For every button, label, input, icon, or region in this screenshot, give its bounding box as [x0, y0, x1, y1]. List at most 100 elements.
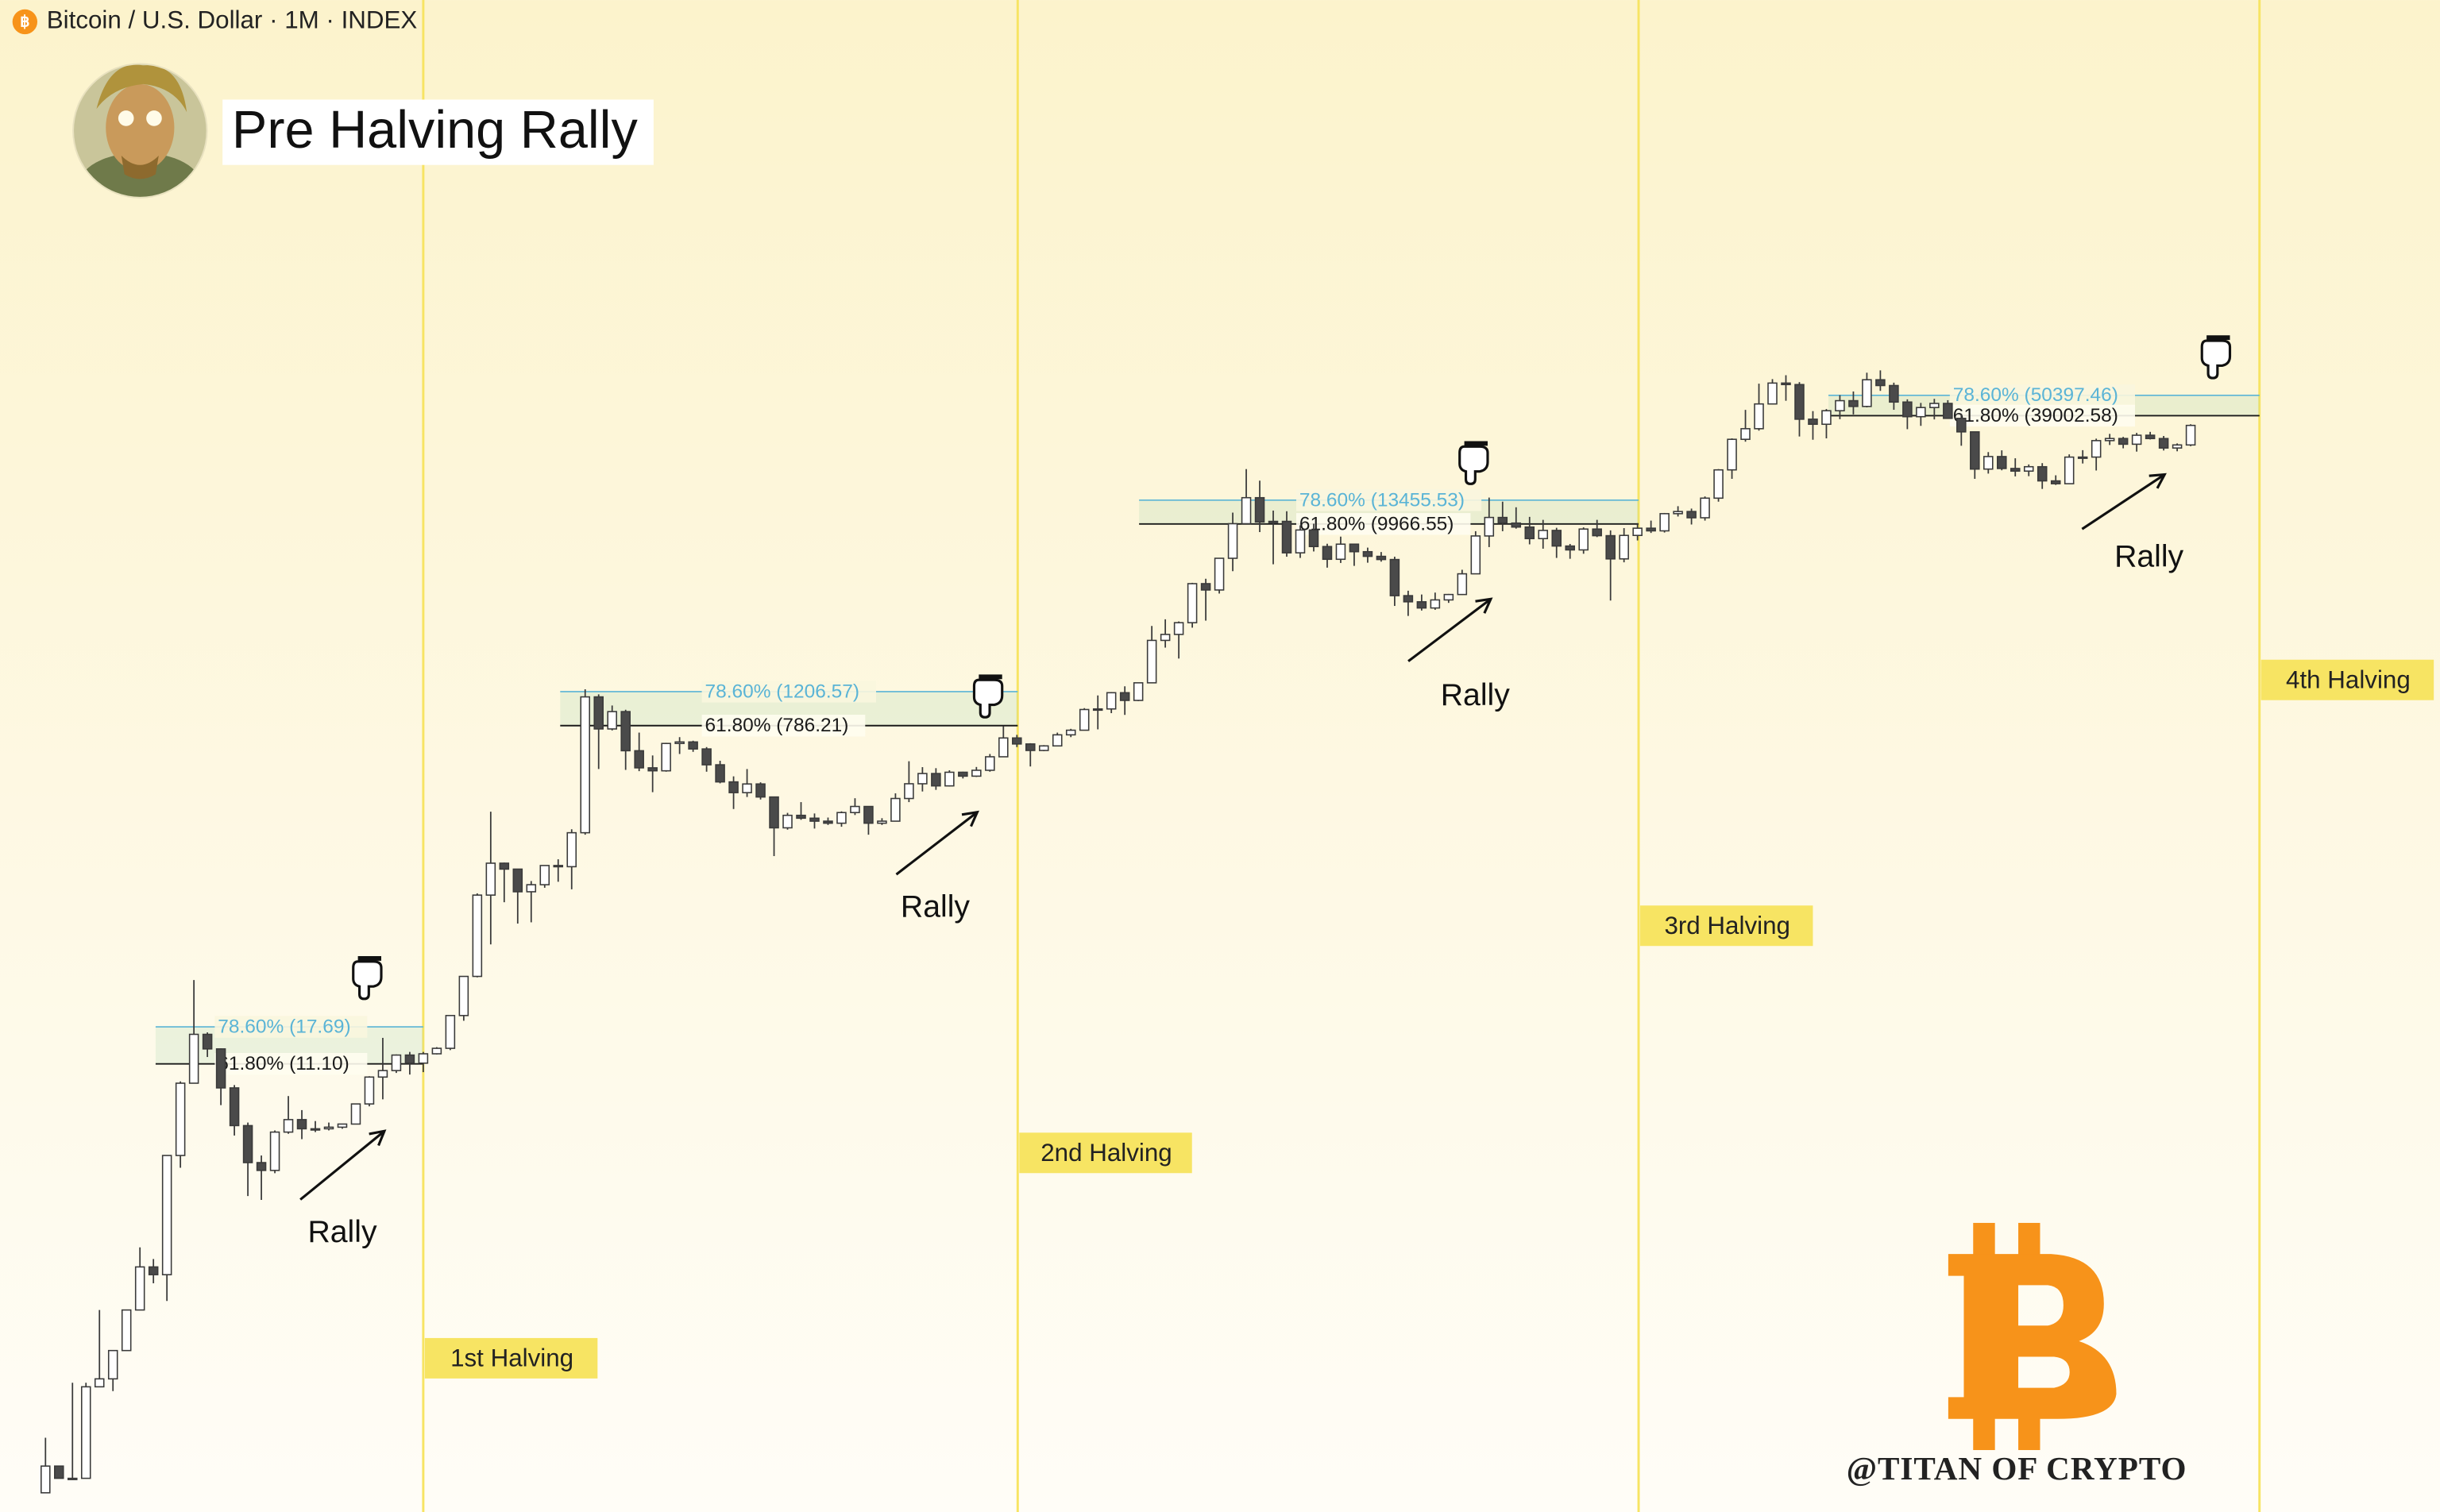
- candle-body: [404, 1054, 415, 1064]
- candle-body: [647, 767, 658, 772]
- halving-label-box: [1639, 905, 1813, 947]
- candle-body: [958, 771, 968, 777]
- fib-label: 61.80% (11.10): [218, 1053, 349, 1074]
- candle-body: [1970, 431, 1980, 470]
- candle-body: [1470, 535, 1481, 575]
- candle-body: [1052, 734, 1063, 747]
- candle-body: [2077, 456, 2088, 459]
- candle-body: [350, 1103, 361, 1125]
- rally-arrow-head: [369, 1129, 387, 1147]
- candle-body: [1362, 550, 1373, 557]
- candle-body: [539, 865, 550, 885]
- candle-body: [1767, 382, 1778, 405]
- candle-body: [985, 756, 995, 771]
- candle-body: [1443, 593, 1454, 601]
- halving-label: 1st Halving: [450, 1344, 573, 1372]
- candle-body: [202, 1033, 213, 1050]
- candle-body: [1632, 527, 1643, 537]
- candle-body: [2145, 434, 2156, 440]
- candle-body: [2050, 480, 2061, 484]
- halving-label: 3rd Halving: [1664, 912, 1789, 939]
- fib-label-bg: [701, 715, 866, 737]
- candle-body: [1065, 729, 1076, 736]
- symbol-icon-mark: ฿: [20, 14, 29, 31]
- candle-body: [1862, 379, 1872, 407]
- candle-body: [1578, 528, 1589, 551]
- candle-body: [148, 1266, 159, 1275]
- candle-body: [2023, 465, 2034, 472]
- rally-arrow-head: [961, 810, 979, 827]
- candle-body: [1781, 382, 1791, 386]
- candle-body: [485, 862, 496, 896]
- fib-label: 61.80% (9966.55): [1299, 513, 1454, 534]
- candle-body: [94, 1378, 105, 1388]
- candle-body: [1038, 745, 1049, 751]
- candle-body: [242, 1124, 253, 1163]
- candle-body: [1551, 530, 1562, 547]
- candle-body: [580, 696, 591, 834]
- candle-body: [1727, 438, 1737, 471]
- candle-body: [1983, 456, 1994, 470]
- candle-body: [674, 741, 685, 744]
- candle-body: [1268, 520, 1279, 523]
- candle-body: [1592, 528, 1602, 537]
- hand-icon: [972, 678, 1004, 719]
- fib-label-bg: [1949, 404, 2135, 427]
- candle-body: [175, 1082, 186, 1156]
- watermark: @TITAN OF CRYPTO: [1847, 1450, 2187, 1487]
- candle-body: [269, 1131, 280, 1171]
- fib-label: 78.60% (1206.57): [705, 681, 860, 702]
- candle-body: [971, 770, 982, 777]
- bitcoin-logo: [1948, 1222, 2117, 1450]
- candle-body: [256, 1162, 267, 1171]
- candle-body: [944, 771, 955, 787]
- candle-body: [890, 797, 901, 822]
- candle-body: [1835, 399, 1845, 412]
- halving-label-box: [424, 1337, 598, 1379]
- candle-body: [1308, 529, 1319, 548]
- fib-label: 61.80% (39002.58): [1953, 405, 2118, 426]
- candle-body: [1241, 496, 1252, 525]
- candle-body: [2010, 468, 2021, 472]
- candle-body: [1740, 428, 1751, 441]
- candle-body: [1700, 497, 1710, 519]
- candle-body: [1848, 399, 1859, 407]
- candle-body: [377, 1070, 388, 1078]
- candle-body: [67, 1477, 78, 1480]
- candle-body: [1943, 403, 1953, 419]
- candle-body: [1713, 469, 1724, 499]
- candle-body: [620, 711, 631, 752]
- candle-body: [1200, 583, 1211, 591]
- rally-arrow: [2081, 473, 2166, 530]
- fib-label: 78.60% (13455.53): [1299, 489, 1465, 511]
- candle-body: [1376, 555, 1387, 561]
- candle-body: [1821, 410, 1832, 426]
- fib-label: 78.60% (17.69): [218, 1016, 350, 1038]
- candle-body: [526, 884, 537, 893]
- candle-body: [1875, 379, 1886, 387]
- symbol-label[interactable]: Bitcoin / U.S. Dollar · 1M · INDEX: [47, 6, 418, 34]
- candle-body: [1497, 516, 1508, 524]
- candle-body: [1335, 543, 1346, 561]
- avatar-ring: [72, 63, 208, 199]
- candle-body: [296, 1119, 307, 1130]
- candle-body: [1119, 692, 1130, 701]
- halving-label-box: [2260, 659, 2434, 700]
- rally-label: Rally: [2114, 540, 2183, 574]
- candle-body: [1025, 743, 1036, 751]
- candle-body: [1160, 634, 1171, 642]
- candle-body: [1646, 527, 1656, 532]
- candle-body: [823, 820, 833, 824]
- candle-body: [850, 805, 860, 814]
- candle-body: [121, 1309, 132, 1352]
- candle-body: [364, 1076, 375, 1105]
- candle-body: [1403, 595, 1414, 603]
- avatar: [73, 64, 207, 198]
- symbol-icon: [12, 9, 38, 35]
- candle-body: [1619, 534, 1629, 560]
- candle-body: [1106, 692, 1117, 710]
- rally-arrow-head: [1475, 597, 1493, 614]
- candle-body: [1187, 583, 1198, 623]
- rally-arrow: [299, 1130, 385, 1201]
- candle-body: [337, 1123, 348, 1128]
